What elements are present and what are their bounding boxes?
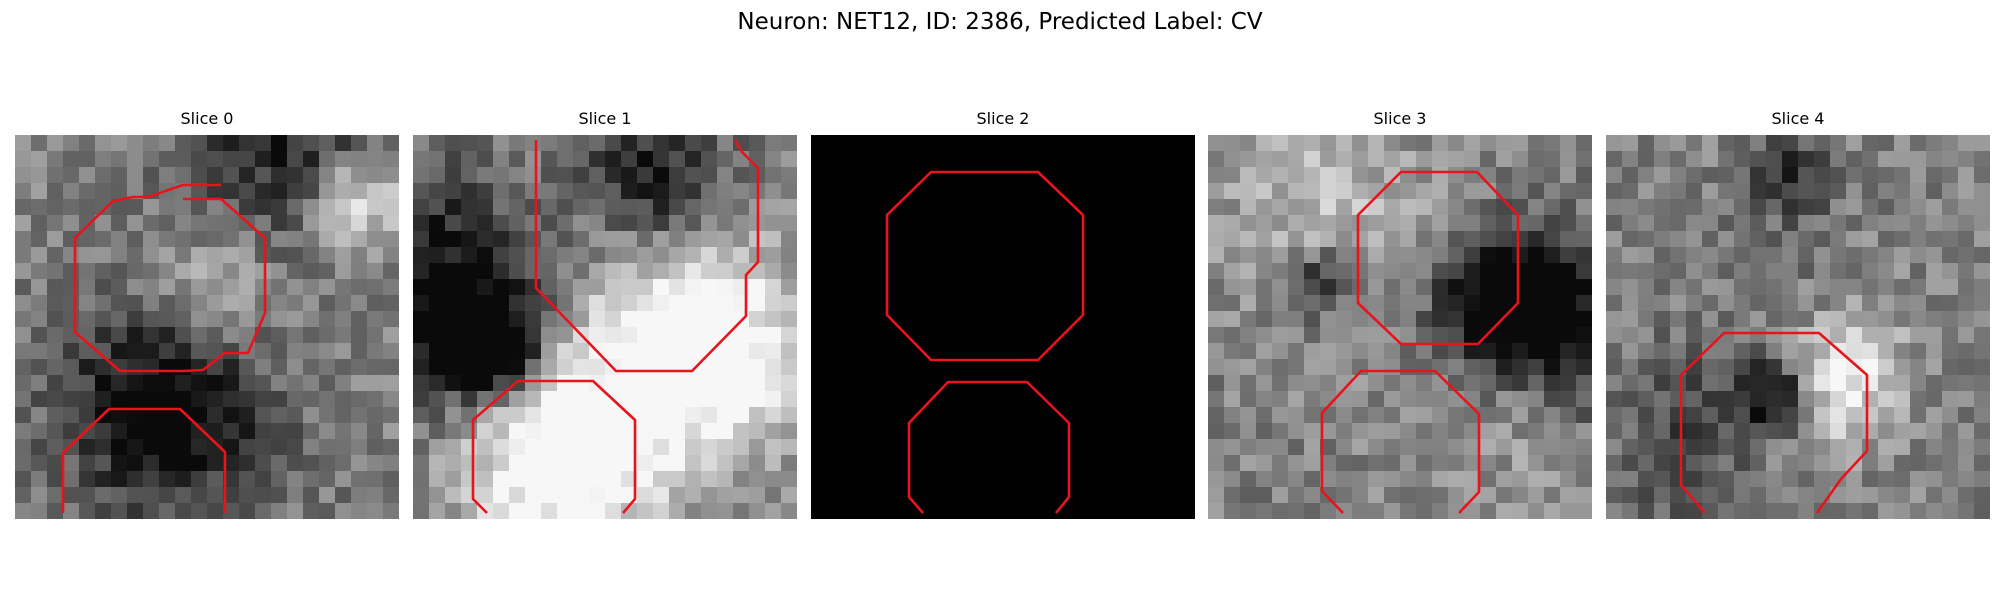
slice-panel-0: Slice 0 (15, 108, 399, 519)
slice-panel-3: Slice 3 (1208, 108, 1592, 519)
slice-title: Slice 4 (1771, 109, 1825, 128)
roi-contour (1679, 331, 1869, 514)
slice-title: Slice 0 (180, 109, 234, 128)
roi-contour (1320, 369, 1481, 514)
roi-contour (534, 139, 760, 373)
roi-contour (73, 183, 267, 373)
slice-image-2 (811, 135, 1195, 519)
roi-contour (471, 379, 637, 514)
roi-contour (61, 407, 227, 513)
roi-contour (1356, 170, 1520, 346)
slice-panel-4: Slice 4 (1606, 108, 1990, 519)
slice-image-3 (1208, 135, 1592, 519)
slice-title: Slice 3 (1373, 109, 1427, 128)
slice-panel-1: Slice 1 (413, 108, 797, 519)
figure-title: Neuron: NET12, ID: 2386, Predicted Label… (737, 9, 1263, 35)
slice-image-1 (413, 135, 797, 519)
roi-contour (907, 380, 1071, 514)
slice-title: Slice 2 (976, 109, 1030, 128)
slice-image-0 (15, 135, 399, 519)
slice-title: Slice 1 (578, 109, 632, 128)
slice-panel-2: Slice 2 (811, 108, 1195, 519)
roi-contour (885, 170, 1085, 362)
slice-image-4 (1606, 135, 1990, 519)
